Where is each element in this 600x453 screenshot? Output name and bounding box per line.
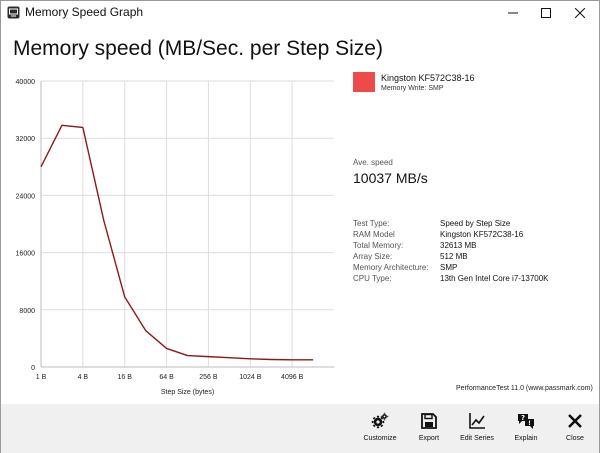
svg-text:!: ! <box>528 420 531 427</box>
info-label: CPU Type: <box>353 274 392 283</box>
maximize-button[interactable] <box>529 1 563 24</box>
legend-swatch <box>353 72 375 92</box>
minimize-button[interactable] <box>496 1 530 24</box>
maximize-icon <box>541 7 551 18</box>
explain-button[interactable]: ? ! Explain <box>502 409 550 451</box>
export-button[interactable]: Export <box>405 409 453 451</box>
x-tick-label: 64 B <box>159 374 174 381</box>
title-bar: Memory Speed Graph <box>1 1 599 24</box>
average-speed-value: 10037 MB/s <box>353 170 428 186</box>
x-tick-label: 1 B <box>36 374 47 381</box>
y-tick-label: 32000 <box>16 136 36 143</box>
chart-heading: Memory speed (MB/Sec. per Step Size) <box>13 37 383 60</box>
info-label: Memory Architecture: <box>353 263 429 272</box>
y-tick-label: 8000 <box>19 308 35 315</box>
explain-label: Explain <box>514 435 538 442</box>
info-value: SMP <box>440 263 458 272</box>
window-close-button[interactable] <box>563 1 597 24</box>
close-icon <box>568 414 582 428</box>
help-chat-icon: ? ! <box>518 414 534 429</box>
info-label: Array Size: <box>353 252 393 261</box>
legend-series-name: Kingston KF572C38-16 <box>381 73 475 83</box>
info-label: RAM Model <box>353 230 395 239</box>
close-button[interactable]: Close <box>551 409 599 451</box>
customize-button[interactable]: Customize <box>356 409 404 451</box>
app-icon <box>7 6 20 19</box>
y-tick-label: 24000 <box>16 193 36 200</box>
average-speed-label: Ave. speed <box>353 158 393 167</box>
x-tick-label: 16 B <box>118 374 133 381</box>
series-line <box>40 124 314 361</box>
y-tick-label: 16000 <box>16 251 36 258</box>
legend-series-subtitle: Memory Write: SMP <box>381 85 444 92</box>
bottom-toolbar: Customize Export Edit Series ? ! <box>1 404 599 453</box>
x-tick-label: 1024 B <box>239 374 262 381</box>
footer-credit: PerformanceTest 11.0 (www.passmark.com) <box>456 385 593 392</box>
info-value: 13th Gen Intel Core i7-13700K <box>440 274 549 283</box>
export-label: Export <box>418 435 440 442</box>
edit-series-label: Edit Series <box>460 435 494 442</box>
customize-label: Customize <box>363 435 397 442</box>
x-tick-label: 4096 B <box>281 374 304 381</box>
info-value: 512 MB <box>440 252 468 261</box>
minimize-icon <box>508 12 518 13</box>
memory-speed-chart: 0 8000 16000 24000 32000 40000 1 B 4 B 16 B 64 B 2… <box>16 79 334 396</box>
save-icon <box>421 413 437 429</box>
edit-series-button[interactable]: Edit Series <box>453 409 501 451</box>
line-chart-icon <box>469 413 485 429</box>
info-label: Total Memory: <box>353 241 404 250</box>
x-tick-label: 256 B <box>199 374 218 381</box>
x-axis-title: Step Size (bytes) <box>161 389 214 396</box>
y-tick-label: 0 <box>31 365 35 372</box>
info-label: Test Type: <box>353 219 390 228</box>
info-value: 32613 MB <box>440 241 477 250</box>
close-label: Close <box>566 435 584 442</box>
x-tick-label: 4 B <box>78 374 89 381</box>
svg-text:?: ? <box>521 414 525 422</box>
info-value: Kingston KF572C38-16 <box>440 230 524 239</box>
info-value: Speed by Step Size <box>440 219 511 228</box>
close-window-icon <box>575 7 585 18</box>
y-tick-label: 40000 <box>16 79 36 86</box>
window-title: Memory Speed Graph <box>25 5 144 19</box>
gears-icon <box>371 412 389 429</box>
